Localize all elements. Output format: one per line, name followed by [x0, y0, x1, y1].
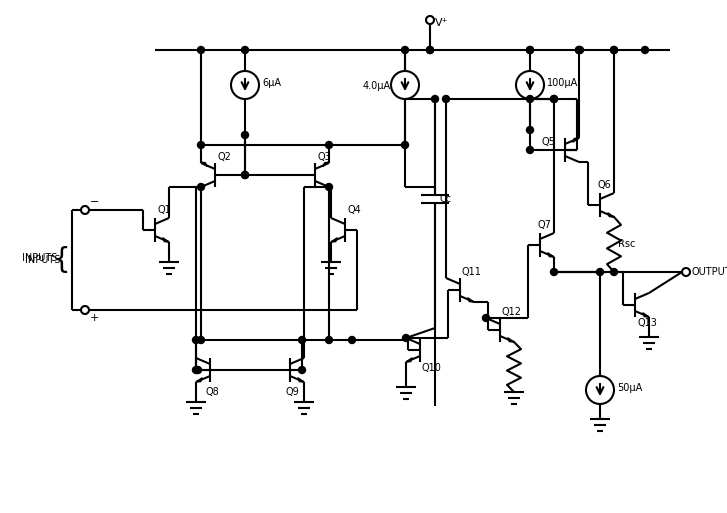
Text: Q6: Q6: [598, 180, 611, 190]
Text: Q7: Q7: [538, 220, 552, 230]
Circle shape: [193, 337, 199, 344]
Polygon shape: [406, 358, 412, 362]
Circle shape: [241, 47, 249, 53]
Text: V⁺: V⁺: [435, 18, 449, 28]
Circle shape: [526, 127, 534, 133]
Polygon shape: [323, 162, 329, 167]
Polygon shape: [163, 238, 169, 242]
Text: Q3: Q3: [317, 152, 331, 162]
Circle shape: [427, 47, 433, 53]
Text: Q4: Q4: [347, 205, 361, 215]
Text: INPUTS: INPUTS: [25, 255, 60, 265]
Text: +: +: [90, 313, 100, 323]
Text: Q8: Q8: [205, 387, 219, 397]
Circle shape: [641, 47, 648, 53]
Circle shape: [348, 337, 356, 344]
Text: Q12: Q12: [502, 307, 522, 317]
Circle shape: [326, 337, 332, 344]
Circle shape: [326, 142, 332, 148]
Circle shape: [611, 47, 617, 53]
Circle shape: [432, 95, 438, 103]
Polygon shape: [196, 378, 202, 382]
Circle shape: [577, 47, 584, 53]
Circle shape: [326, 184, 332, 190]
Polygon shape: [297, 378, 304, 382]
Polygon shape: [201, 162, 207, 167]
Text: Q5: Q5: [541, 137, 555, 147]
Circle shape: [241, 131, 249, 139]
Circle shape: [299, 337, 305, 344]
Polygon shape: [507, 338, 514, 342]
Polygon shape: [547, 253, 554, 257]
Text: Rsc: Rsc: [618, 239, 635, 249]
Text: Q13: Q13: [637, 318, 657, 328]
Circle shape: [526, 47, 534, 53]
Circle shape: [550, 95, 558, 103]
Circle shape: [611, 268, 617, 275]
Circle shape: [198, 142, 204, 148]
Circle shape: [611, 47, 617, 53]
Text: −: −: [90, 197, 100, 207]
Circle shape: [526, 95, 534, 103]
Text: 6μA: 6μA: [262, 78, 281, 88]
Circle shape: [483, 314, 489, 322]
Text: 100μA: 100μA: [547, 78, 578, 88]
Text: Cc: Cc: [440, 194, 452, 204]
Text: Q11: Q11: [462, 267, 482, 277]
Text: OUTPUT: OUTPUT: [692, 267, 727, 277]
Text: Q9: Q9: [285, 387, 299, 397]
Circle shape: [241, 171, 249, 179]
Text: 50μA: 50μA: [617, 383, 642, 393]
Text: Q2: Q2: [217, 152, 231, 162]
Circle shape: [403, 334, 409, 342]
Circle shape: [596, 268, 603, 275]
Circle shape: [401, 47, 409, 53]
Circle shape: [241, 171, 249, 179]
Polygon shape: [467, 298, 474, 302]
Circle shape: [427, 47, 433, 53]
Circle shape: [550, 95, 558, 103]
Text: 4.0μA: 4.0μA: [363, 81, 391, 91]
Text: {: {: [52, 246, 70, 274]
Circle shape: [198, 47, 204, 53]
Polygon shape: [573, 138, 579, 142]
Circle shape: [198, 184, 204, 190]
Circle shape: [299, 366, 305, 373]
Circle shape: [443, 95, 449, 103]
Circle shape: [576, 47, 582, 53]
Circle shape: [576, 47, 582, 53]
Polygon shape: [643, 313, 649, 317]
Circle shape: [550, 268, 558, 275]
Polygon shape: [331, 238, 337, 242]
Text: Q1: Q1: [157, 205, 171, 215]
Circle shape: [526, 147, 534, 153]
Circle shape: [526, 47, 534, 53]
Circle shape: [193, 366, 199, 373]
Polygon shape: [608, 213, 614, 217]
Circle shape: [195, 366, 201, 373]
Text: Q10: Q10: [422, 363, 442, 373]
Circle shape: [401, 142, 409, 148]
Circle shape: [198, 337, 204, 344]
Text: INPUTS: INPUTS: [22, 253, 57, 263]
